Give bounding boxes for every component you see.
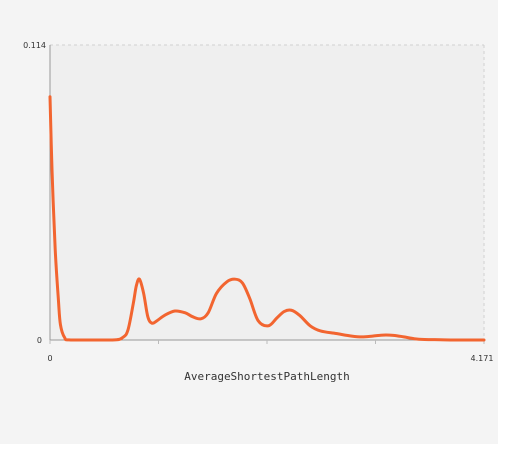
x-minor-ticks — [49, 340, 485, 344]
x-tick-label-min: 0 — [47, 354, 52, 363]
x-tick-label-max: 4.171 — [471, 354, 494, 363]
y-tick-label-min: 0 — [37, 336, 42, 345]
plot-area — [50, 45, 484, 340]
x-axis-label: AverageShortestPathLength — [184, 370, 350, 383]
y-tick-label-max: 0.114 — [23, 41, 46, 50]
density-series-line — [48, 95, 486, 342]
